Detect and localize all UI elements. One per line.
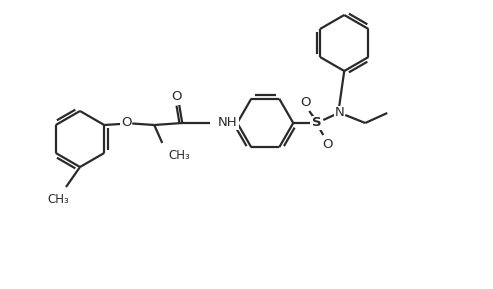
Text: O: O bbox=[300, 95, 311, 108]
Text: O: O bbox=[322, 138, 332, 151]
Text: CH₃: CH₃ bbox=[47, 193, 69, 206]
Text: O: O bbox=[121, 116, 132, 129]
Text: N: N bbox=[334, 107, 344, 119]
Text: O: O bbox=[171, 90, 181, 103]
Text: S: S bbox=[313, 116, 322, 129]
Text: NH: NH bbox=[218, 116, 238, 129]
Text: CH₃: CH₃ bbox=[168, 149, 190, 162]
